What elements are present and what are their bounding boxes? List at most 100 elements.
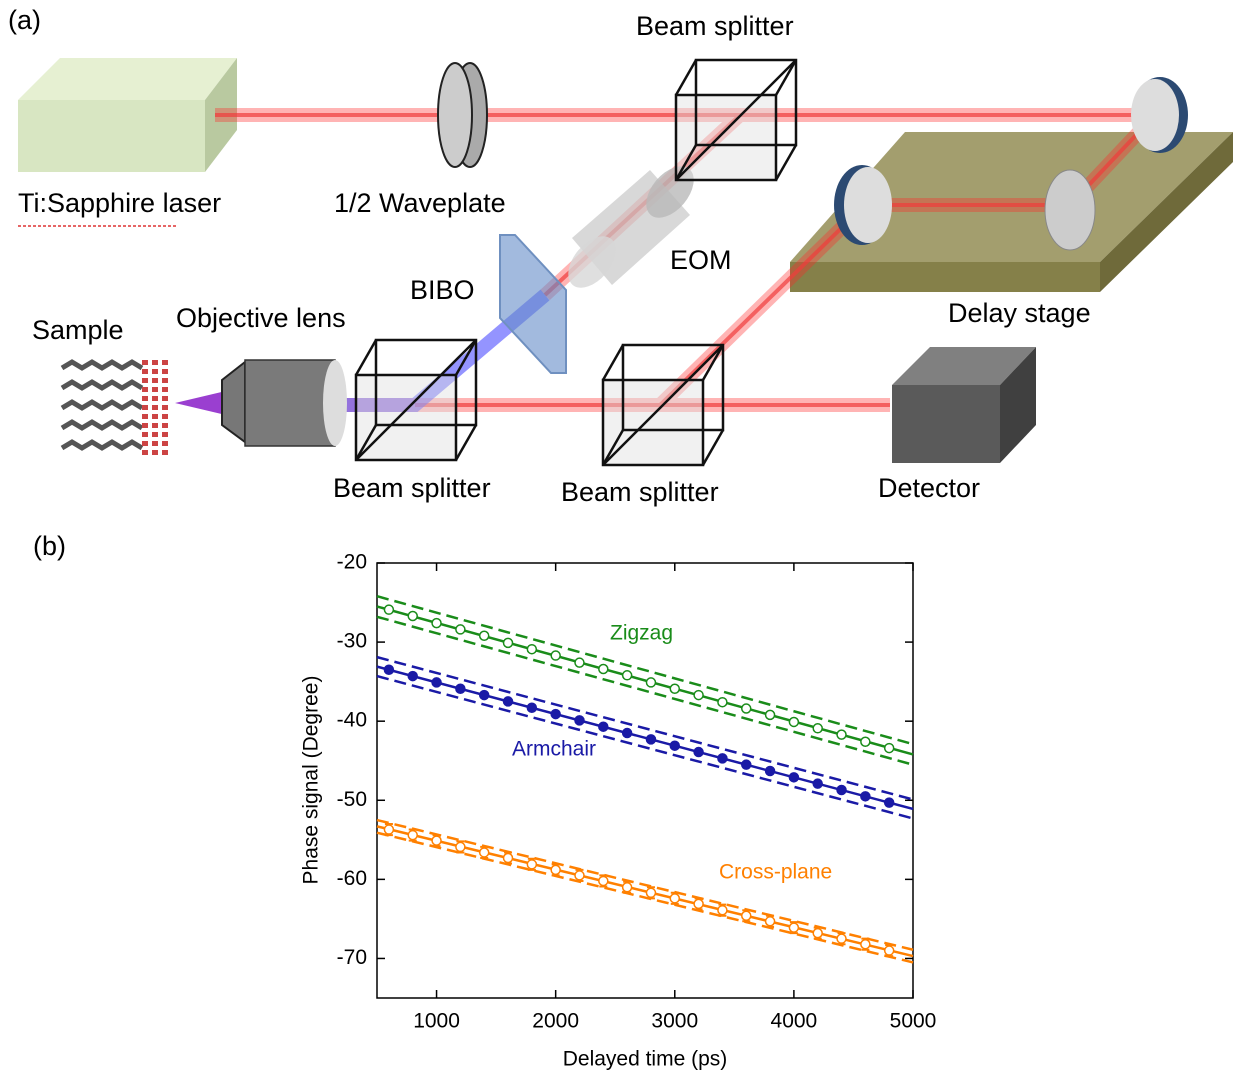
data-point [551,710,560,719]
data-point [504,697,513,706]
data-point [646,735,655,744]
data-point [599,876,608,885]
data-point [813,929,822,938]
data-point [885,798,894,807]
data-point [718,754,727,763]
series-label: Armchair [512,738,596,761]
data-point [623,729,632,738]
data-point [670,741,679,750]
data-point [813,724,822,733]
data-point [766,710,775,719]
data-point [789,773,798,782]
x-tick-label: 3000 [651,1010,698,1033]
data-point [551,651,560,660]
data-point [885,946,894,955]
series-label: Zigzag [610,622,673,645]
data-point [813,779,822,788]
data-point [575,716,584,725]
x-axis-title: Delayed time (ps) [563,1048,728,1071]
data-point [694,899,703,908]
data-point [504,638,513,647]
data-point [885,744,894,753]
series-label: Cross-plane [719,861,832,884]
data-point [670,684,679,693]
confidence-line [377,676,913,818]
confidence-line [377,820,913,950]
data-point [456,625,465,634]
data-point [480,631,489,640]
data-point [646,678,655,687]
bibo-label: BIBO [410,275,475,305]
data-point [408,831,417,840]
y-tick-label: -60 [337,867,367,890]
y-tick-label: -50 [337,788,367,811]
x-tick-label: 4000 [771,1010,818,1033]
data-point [575,871,584,880]
data-point [837,785,846,794]
y-tick-label: -70 [337,946,367,969]
data-point [718,906,727,915]
data-point [646,888,655,897]
x-tick-label: 1000 [413,1010,460,1033]
detector-label: Detector [878,473,980,503]
data-point [718,698,727,707]
data-point [623,883,632,892]
panel-label: (a) [8,5,41,35]
data-point [527,860,536,869]
data-point [861,940,870,949]
data-point [789,923,798,932]
y-tick-label: -20 [337,551,367,574]
y-axis-title: Phase signal (Degree) [300,676,323,885]
data-point [861,792,870,801]
data-point [694,691,703,700]
data-point [575,658,584,667]
data-point [384,825,393,834]
data-point [766,917,775,926]
bibo [500,235,566,373]
data-point [670,894,679,903]
beam-splitter-label: Beam splitter [333,473,491,503]
confidence-line [377,657,913,799]
sample-label: Sample [32,315,124,345]
data-point [742,760,751,769]
data-point [456,684,465,693]
eom-label: EOM [670,245,732,275]
sample [62,360,165,458]
data-point [527,703,536,712]
data-point [456,842,465,851]
waveplate-label: 1/2 Waveplate [334,188,506,218]
panel-label: (b) [33,531,66,561]
data-point [694,748,703,757]
confidence-line [377,596,913,744]
data-point [623,671,632,680]
data-point [861,737,870,746]
x-tick-label: 2000 [532,1010,579,1033]
data-point [837,934,846,943]
data-point [742,911,751,920]
figure: (a) [0,0,1233,1078]
data-point [527,645,536,654]
waveplate [438,63,487,167]
data-point [766,767,775,776]
laser [18,58,237,172]
y-tick-label: -40 [337,709,367,732]
objective-lens [222,360,347,446]
data-point [432,619,441,628]
x-tick-label: 5000 [890,1010,937,1033]
data-point [408,672,417,681]
y-tick-label: -30 [337,630,367,653]
data-point [480,848,489,857]
data-point [742,704,751,713]
data-point [480,691,489,700]
beam-splitter-label: Beam splitter [561,477,719,507]
laser-label: Ti:Sapphire laser [18,188,221,218]
detector [892,347,1036,463]
objective-label: Objective lens [176,303,346,333]
data-point [599,722,608,731]
data-point [504,854,513,863]
data-point [432,678,441,687]
data-point [384,665,393,674]
data-point [599,664,608,673]
data-point [432,836,441,845]
data-point [551,865,560,874]
